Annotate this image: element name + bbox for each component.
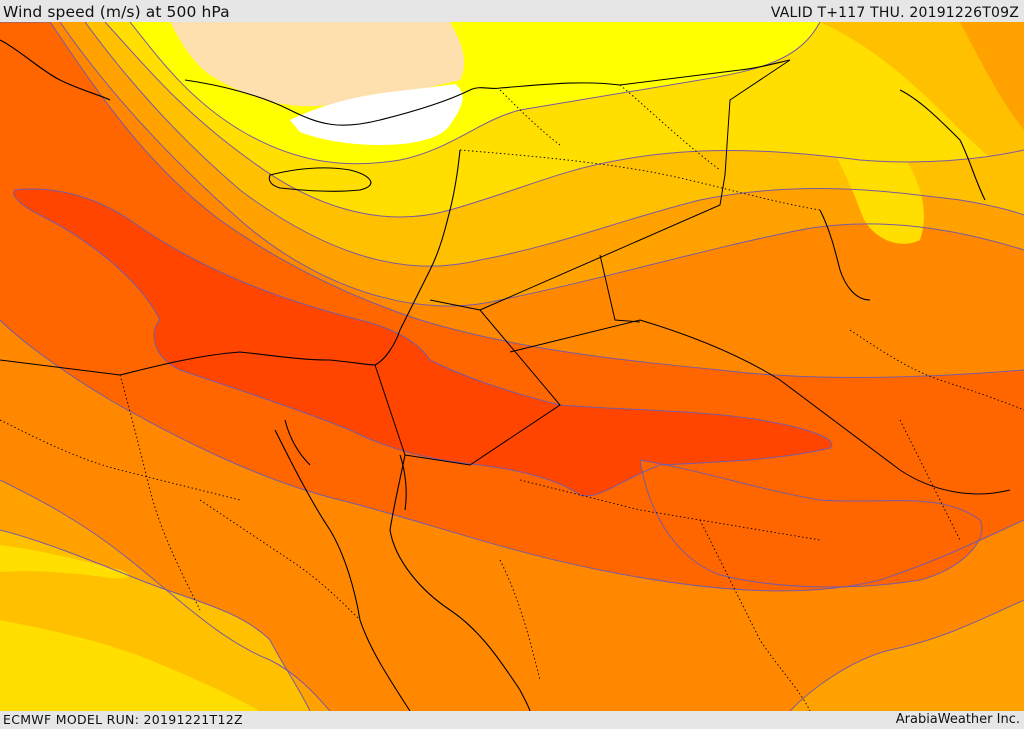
credit-label: ArabiaWeather Inc. bbox=[895, 712, 1020, 727]
wind-band-moderate-east bbox=[820, 22, 1024, 180]
wind-band-moderate-low-southwest-2 bbox=[0, 620, 260, 711]
model-run-label: ECMWF MODEL RUN: 20191221T12Z bbox=[3, 712, 243, 727]
wind-contours bbox=[0, 22, 1024, 711]
wind-band-moderate-high-east-2 bbox=[960, 22, 1024, 130]
wind-band-jet-core bbox=[13, 189, 832, 496]
solid-borders bbox=[374, 59, 1011, 495]
wind-band-calm bbox=[290, 84, 463, 145]
wind-band-moderate-low-southwest bbox=[0, 545, 129, 579]
map-title: Wind speed (m/s) at 500 hPa bbox=[3, 3, 230, 21]
header-bar bbox=[0, 0, 1024, 22]
wind-band-very-light bbox=[170, 22, 465, 107]
wind-speed-map bbox=[0, 22, 1024, 711]
wind-band-light-northeast bbox=[520, 22, 760, 70]
footer-bar bbox=[0, 711, 1024, 729]
valid-time: VALID T+117 THU. 20191226T09Z bbox=[770, 5, 1019, 21]
coastlines bbox=[0, 39, 986, 711]
wind-band-moderate-high-east bbox=[790, 600, 1024, 711]
wind-band-very-strong-east bbox=[640, 460, 982, 587]
wind-band-moderate-low-east bbox=[820, 107, 924, 244]
borders bbox=[0, 84, 1024, 711]
